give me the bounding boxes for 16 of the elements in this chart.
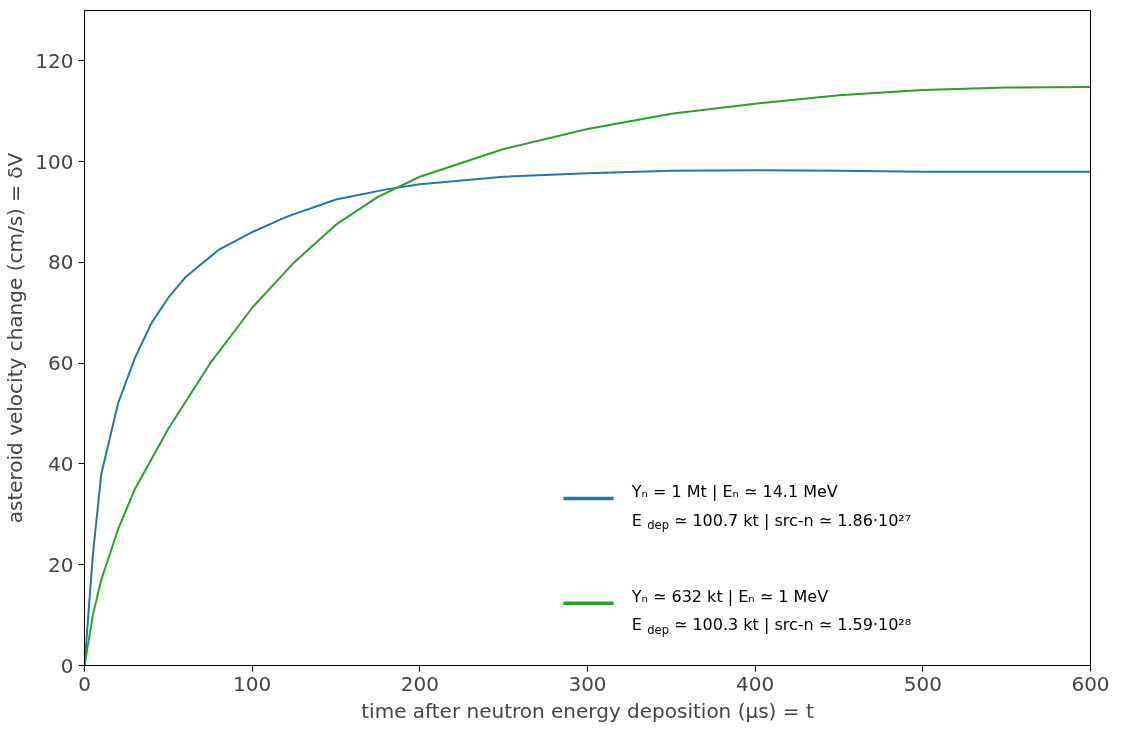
x-tick-label: 200 bbox=[400, 671, 439, 696]
x-tick-label: 600 bbox=[1071, 671, 1110, 696]
y-tick-label: 100 bbox=[35, 149, 74, 174]
y-axis-title: asteroid velocity change (cm/s) = δV bbox=[3, 152, 28, 524]
y-tick-label: 20 bbox=[48, 552, 74, 577]
y-tick-label: 80 bbox=[48, 250, 74, 275]
x-tick-label: 400 bbox=[736, 671, 775, 696]
y-tick-label: 60 bbox=[48, 351, 74, 376]
x-tick-label: 300 bbox=[568, 671, 607, 696]
y-tick-label: 40 bbox=[48, 451, 74, 476]
x-tick-label: 100 bbox=[233, 671, 272, 696]
y-tick-label: 120 bbox=[35, 48, 74, 73]
x-tick-label: 500 bbox=[903, 671, 942, 696]
x-tick-label: 0 bbox=[78, 671, 91, 696]
y-tick-label: 0 bbox=[60, 653, 74, 678]
x-axis-title: time after neutron energy deposition (μs) = t bbox=[361, 698, 814, 723]
